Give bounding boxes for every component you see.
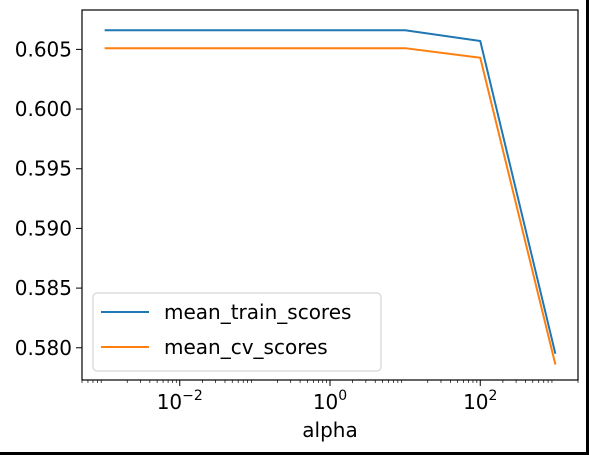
legend-label-cv: mean_cv_scores	[164, 335, 328, 359]
data-point-mean_cv_scores-3	[329, 47, 331, 49]
data-point-mean_cv_scores-0	[103, 47, 105, 49]
y-tick-label: 0.600	[15, 97, 72, 121]
series-line-mean_cv_scores	[104, 47, 557, 365]
legend-box	[92, 292, 382, 372]
data-point-mean_train_scores-2	[254, 29, 256, 31]
data-point-mean_cv_scores-1	[179, 47, 181, 49]
x-tick-label: 102	[463, 388, 497, 414]
window-edge-right	[586, 0, 589, 455]
y-tick-label: 0.595	[15, 157, 72, 181]
data-point-mean_train_scores-6	[554, 353, 556, 355]
data-point-mean_cv_scores-2	[254, 47, 256, 49]
y-tick-label: 0.590	[15, 216, 72, 240]
data-point-mean_train_scores-4	[404, 29, 406, 31]
legend: mean_train_scores mean_cv_scores	[92, 292, 382, 372]
y-axis: 0.580 0.585 0.590 0.595 0.600 0.605	[15, 37, 82, 360]
data-point-mean_train_scores-0	[103, 29, 105, 31]
legend-label-train: mean_train_scores	[164, 300, 351, 324]
data-point-mean_cv_scores-4	[404, 47, 406, 49]
x-axis: 10−2 100 102	[81, 380, 579, 414]
x-tick-label: 10−2	[157, 388, 203, 414]
data-point-mean_train_scores-5	[479, 40, 481, 42]
series-line-mean_train_scores	[104, 29, 557, 354]
data-point-mean_train_scores-1	[179, 29, 181, 31]
data-point-mean_cv_scores-6	[554, 363, 556, 365]
x-axis-label: alpha	[302, 418, 357, 442]
window-edge-bottom	[0, 452, 589, 455]
data-point-mean_cv_scores-5	[479, 57, 481, 59]
x-tick-label: 100	[313, 388, 347, 414]
y-tick-label: 0.585	[15, 276, 72, 300]
data-point-mean_train_scores-3	[329, 29, 331, 31]
series-layer	[103, 29, 557, 365]
y-tick-label: 0.605	[15, 37, 72, 61]
y-tick-label: 0.580	[15, 336, 72, 360]
